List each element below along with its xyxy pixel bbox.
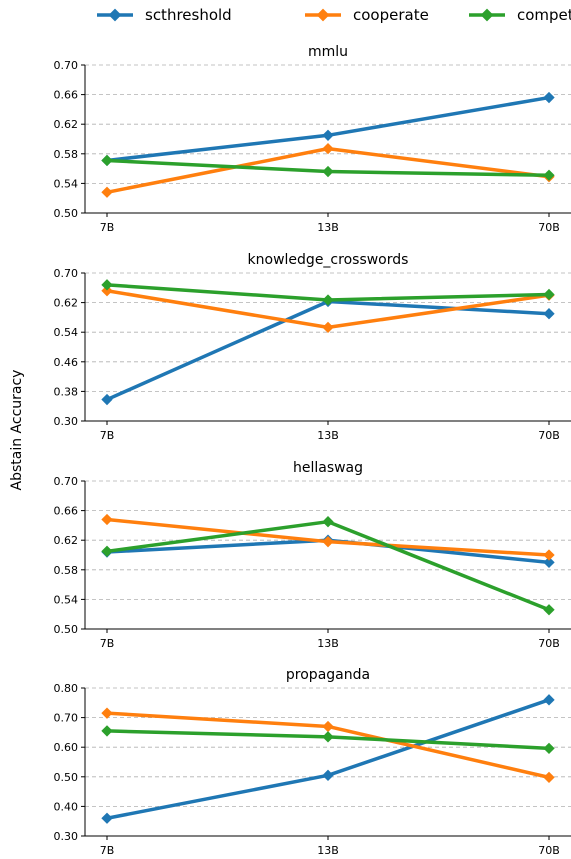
series-scthreshold (101, 91, 555, 167)
x-tick-label: 70B (538, 844, 560, 857)
data-point (543, 91, 555, 104)
x-tick-label: 13B (317, 637, 339, 650)
data-point (101, 545, 113, 557)
x-tick-label: 13B (317, 221, 339, 234)
y-tick-label: 0.38 (54, 385, 79, 398)
data-point (543, 604, 555, 616)
legend-label: scthreshold (145, 6, 232, 24)
y-tick-label: 0.54 (54, 177, 79, 190)
y-tick-label: 0.50 (54, 207, 79, 220)
x-tick-label: 7B (100, 429, 115, 442)
y-tick-label: 0.46 (54, 356, 79, 369)
data-point (101, 393, 113, 406)
panel-title: hellaswag (293, 460, 363, 476)
y-tick-label: 0.70 (54, 712, 79, 725)
data-point (322, 142, 334, 155)
data-point (543, 556, 555, 569)
data-point (101, 154, 113, 167)
y-tick-label: 0.80 (54, 682, 79, 695)
data-point (101, 186, 113, 198)
legend-marker (480, 8, 494, 22)
data-point (322, 321, 334, 334)
data-point (322, 731, 334, 743)
y-tick-label: 0.66 (54, 505, 79, 518)
y-tick-label: 0.54 (54, 593, 79, 606)
x-tick-label: 70B (538, 637, 560, 650)
data-point (543, 771, 555, 784)
x-tick-label: 70B (538, 429, 560, 442)
data-point (322, 129, 334, 141)
x-tick-label: 7B (100, 637, 115, 650)
panel-title: mmlu (308, 44, 348, 60)
legend-item-cooperate: cooperate (305, 6, 429, 24)
series-scthreshold (101, 295, 555, 406)
data-point (543, 694, 555, 706)
y-tick-label: 0.62 (54, 534, 79, 547)
y-tick-label: 0.70 (54, 475, 79, 488)
legend-label: cooperate (353, 6, 429, 24)
x-tick-label: 13B (317, 429, 339, 442)
x-tick-label: 7B (100, 221, 115, 234)
x-tick-label: 7B (100, 844, 115, 857)
y-tick-label: 0.60 (54, 741, 79, 754)
data-point (322, 294, 334, 306)
y-tick-label: 0.70 (54, 59, 79, 72)
y-tick-label: 0.50 (54, 623, 79, 636)
series-compete (101, 725, 555, 755)
data-point (101, 707, 113, 719)
panel-knowledge_crosswords: knowledge_crosswords 0.30 0.38 0.46 0.54 0.62… (54, 252, 571, 442)
data-point (322, 165, 334, 178)
data-point (322, 536, 334, 548)
panel-title: propaganda (286, 667, 370, 683)
y-tick-label: 0.70 (54, 267, 79, 280)
y-tick-label: 0.30 (54, 415, 79, 428)
data-point (543, 169, 555, 181)
x-tick-label: 70B (538, 221, 560, 234)
y-tick-label: 0.66 (54, 89, 79, 102)
data-point (101, 812, 113, 824)
y-tick-label: 0.50 (54, 771, 79, 784)
legend-label: compete (517, 6, 571, 24)
data-point (322, 720, 334, 733)
data-point (101, 725, 113, 737)
series-line-scthreshold (106, 299, 550, 402)
panel-propaganda: propaganda 0.30 0.40 0.50 0.60 0.70 0.80 7B 13B 7… (54, 667, 571, 857)
panel-title: knowledge_crosswords (248, 252, 409, 268)
y-axis-label: Abstain Accuracy (9, 370, 25, 491)
legend-marker (316, 8, 330, 22)
data-point (543, 288, 555, 301)
data-point (322, 769, 334, 781)
data-point (101, 513, 113, 526)
series-compete (101, 516, 555, 616)
y-tick-label: 0.58 (54, 148, 79, 161)
y-tick-label: 0.62 (54, 118, 79, 131)
y-tick-label: 0.40 (54, 800, 79, 813)
legend-item-compete: compete (469, 6, 571, 24)
data-point (543, 308, 555, 320)
y-tick-label: 0.58 (54, 564, 79, 577)
legend: scthreshold cooperate compete (97, 6, 571, 24)
y-tick-label: 0.30 (54, 830, 79, 843)
data-point (322, 516, 334, 528)
data-point (543, 742, 555, 755)
data-point (543, 549, 555, 561)
series-scthreshold (101, 694, 555, 824)
legend-marker (108, 8, 122, 22)
legend-item-scthreshold: scthreshold (97, 6, 232, 24)
panel-hellaswag: hellaswag 0.50 0.54 0.58 0.62 0.66 0.70 7B 13B 70… (54, 460, 571, 650)
y-tick-label: 0.54 (54, 326, 79, 339)
series-cooperate (101, 707, 555, 784)
x-tick-label: 13B (317, 844, 339, 857)
y-tick-label: 0.62 (54, 297, 79, 310)
panel-mmlu: mmlu 0.50 0.54 0.58 0.62 0.66 0.70 7B 13B 70B (54, 44, 571, 234)
data-point (101, 279, 113, 291)
